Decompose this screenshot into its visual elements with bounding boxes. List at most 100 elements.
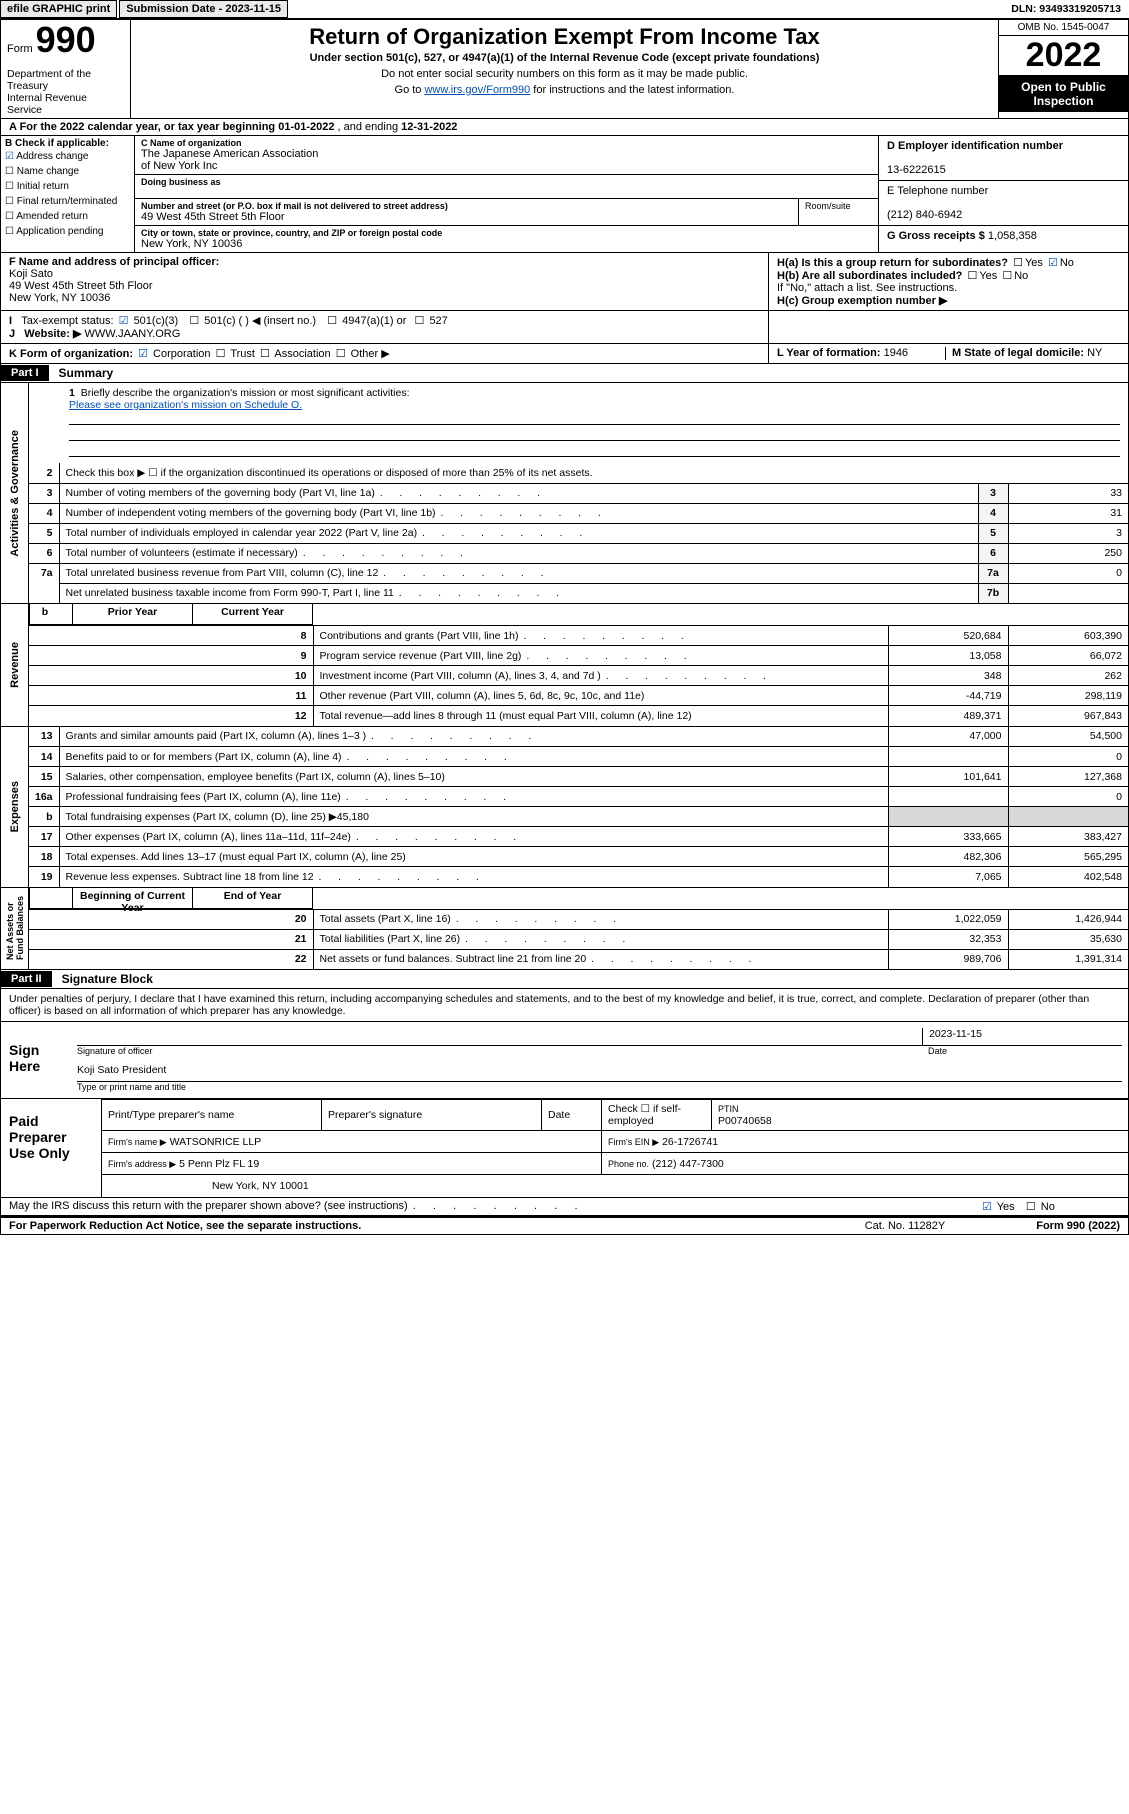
sig-name-label: Type or print name and title [77, 1082, 1122, 1092]
subdate-value: 2023-11-15 [225, 3, 281, 15]
form-year-box: OMB No. 1545-0047 2022 Open to Public In… [998, 20, 1128, 118]
website-value: WWW.JAANY.ORG [85, 328, 181, 340]
chk-501c[interactable] [187, 315, 201, 327]
i-501c3: 501(c)(3) [134, 315, 179, 327]
dln: DLN: 93493319205713 [1003, 1, 1129, 17]
i-4947: 4947(a)(1) or [342, 315, 406, 327]
part-i-label: Part I [1, 365, 49, 381]
line13: Grants and similar amounts paid (Part IX… [59, 727, 888, 747]
line14-curr: 0 [1008, 747, 1128, 767]
line22-boy: 989,706 [888, 949, 1008, 969]
chk-association[interactable] [258, 348, 272, 360]
line17-curr: 383,427 [1008, 827, 1128, 847]
phone-label: E Telephone number [887, 185, 988, 197]
line16a-curr: 0 [1008, 787, 1128, 807]
chk-amended[interactable]: Amended return [5, 209, 130, 224]
line5: Total number of individuals employed in … [59, 523, 978, 543]
line12: Total revenue—add lines 8 through 11 (mu… [313, 706, 888, 726]
dln-value: 93493319205713 [1039, 3, 1121, 15]
ha-yes[interactable] [1011, 257, 1025, 269]
section-b-checkboxes: B Check if applicable: Address change Na… [1, 136, 135, 252]
line1-label: Briefly describe the organization's miss… [81, 387, 410, 399]
omb-number: OMB No. 1545-0047 [999, 20, 1128, 36]
chk-501c3[interactable] [117, 315, 131, 327]
hb-no[interactable] [1000, 270, 1014, 282]
ptin-value: P00740658 [718, 1115, 772, 1127]
chk-4947[interactable] [325, 315, 339, 327]
line21: Total liabilities (Part X, line 26) [313, 929, 888, 949]
b-label: B Check if applicable: [5, 138, 109, 149]
part-i-title: Summary [49, 364, 124, 382]
chk-initial-return[interactable]: Initial return [5, 179, 130, 194]
chk-527[interactable] [413, 315, 427, 327]
section-h-group: H(a) Is this a group return for subordin… [768, 253, 1128, 310]
f-label: F Name and address of principal officer: [9, 256, 219, 268]
line21-eoy: 35,630 [1008, 929, 1128, 949]
firm-addr2: New York, NY 10001 [102, 1175, 1129, 1197]
line11: Other revenue (Part VIII, column (A), li… [313, 686, 888, 706]
chk-corporation[interactable] [136, 348, 150, 360]
line9: Program service revenue (Part VIII, line… [313, 646, 888, 666]
line1-link[interactable]: Please see organization's mission on Sch… [69, 399, 302, 411]
line4-val: 31 [1008, 503, 1128, 523]
sig-date-label: Date [922, 1046, 1122, 1056]
line14: Benefits paid to or for members (Part IX… [59, 747, 888, 767]
k-other: Other ▶ [351, 348, 390, 360]
form-id-box: Form 990 Department of the Treasury Inte… [1, 20, 131, 118]
cat-no: Cat. No. 11282Y [830, 1220, 980, 1232]
hb-yes[interactable] [965, 270, 979, 282]
line18-curr: 565,295 [1008, 847, 1128, 867]
rowa-pre: A For the 2022 calendar year, or tax yea… [9, 121, 278, 133]
line12-curr: 967,843 [1008, 706, 1128, 726]
block-expenses: Expenses 13Grants and similar amounts pa… [0, 727, 1129, 888]
form-title: Return of Organization Exempt From Incom… [139, 24, 990, 50]
signature-declaration: Under penalties of perjury, I declare th… [0, 989, 1129, 1022]
line14-prior [888, 747, 1008, 767]
ha-no[interactable] [1046, 257, 1060, 269]
dept-treasury: Department of the Treasury Internal Reve… [7, 68, 124, 116]
chk-address-change[interactable]: Address change [5, 149, 130, 164]
firm-label: Firm's name ▶ [108, 1137, 167, 1147]
line22-eoy: 1,391,314 [1008, 949, 1128, 969]
room-suite-label: Room/suite [798, 199, 878, 225]
officer-name: Koji Sato [9, 268, 53, 280]
firm-addr1: 5 Penn Plz FL 19 [179, 1158, 259, 1170]
chk-app-pending[interactable]: Application pending [5, 224, 130, 239]
phone-value: (212) 840-6942 [887, 209, 962, 221]
sig-name: Koji Sato President [77, 1064, 1122, 1081]
side-rev: Revenue [9, 642, 21, 688]
sign-here-label: Sign Here [1, 1022, 71, 1098]
ha-label: H(a) Is this a group return for subordin… [777, 257, 1008, 269]
line16b-curr [1008, 807, 1128, 827]
rowa-begin: 01-01-2022 [278, 121, 334, 133]
line13-prior: 47,000 [888, 727, 1008, 747]
form-number: 990 [36, 19, 96, 60]
chk-name-change[interactable]: Name change [5, 164, 130, 179]
form990-link[interactable]: www.irs.gov/Form990 [424, 84, 530, 96]
street-address: 49 West 45th Street 5th Floor [141, 211, 792, 223]
instr-no-ssn: Do not enter social security numbers on … [139, 68, 990, 80]
l-val: 1946 [884, 347, 908, 359]
chk-final-return[interactable]: Final return/terminated [5, 194, 130, 209]
may-yes: Yes [997, 1201, 1015, 1213]
sign-here-block: Sign Here 2023-11-15 Signature of office… [0, 1022, 1129, 1099]
may-yes-chk[interactable] [980, 1201, 994, 1213]
ein-value: 13-6222615 [887, 164, 946, 176]
paid-preparer-block: Paid Preparer Use Only Print/Type prepar… [0, 1099, 1129, 1198]
k-assoc: Association [274, 348, 330, 360]
line16b-prior [888, 807, 1008, 827]
prep-col4[interactable]: Check ☐ if self-employed [602, 1100, 712, 1131]
side-net: Net Assets or Fund Balances [5, 896, 25, 960]
line11-prior: -44,719 [888, 686, 1008, 706]
may-no-chk[interactable] [1024, 1201, 1038, 1213]
l-label: L Year of formation: [777, 347, 881, 359]
chk-trust[interactable] [214, 348, 228, 360]
line6: Total number of volunteers (estimate if … [59, 543, 978, 563]
ptin-label: PTIN [718, 1104, 739, 1114]
form-word: Form [7, 43, 33, 55]
j-label: Website: ▶ [24, 328, 81, 340]
prep-col3: Date [542, 1100, 602, 1131]
efile-button[interactable]: efile GRAPHIC print [0, 0, 117, 18]
dln-label: DLN: [1011, 3, 1039, 15]
chk-other[interactable] [334, 348, 348, 360]
